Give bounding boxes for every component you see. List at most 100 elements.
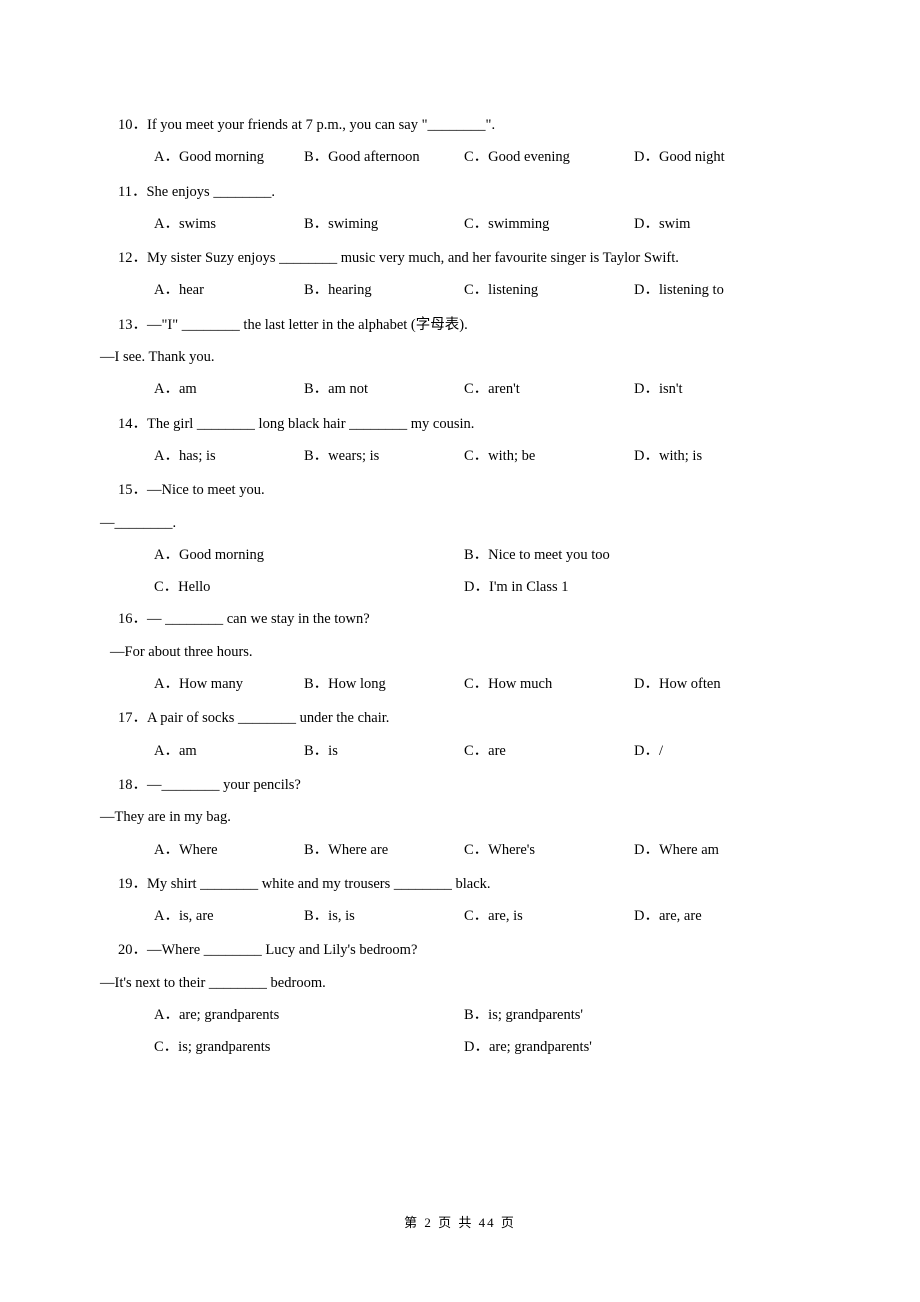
option-b-text: swiming — [328, 216, 378, 232]
question-stem: 14．The girl ________ long black hair ___… — [118, 414, 802, 434]
option-a: A．am — [154, 379, 304, 399]
option-d: D．isn't — [634, 379, 683, 399]
options-row1: A．Good morning B．Nice to meet you too — [118, 545, 802, 565]
option-c-text: are, is — [488, 908, 523, 924]
page-current: 2 — [424, 1215, 433, 1230]
question-15: 15．—Nice to meet you. —________. A．Good … — [118, 480, 802, 597]
option-d-text: Where am — [659, 842, 719, 858]
question-12: 12．My sister Suzy enjoys ________ music … — [118, 248, 802, 301]
option-c: C．are — [464, 741, 634, 761]
option-c: C．Good evening — [464, 147, 634, 167]
option-b: B．How long — [304, 674, 464, 694]
option-a: A．is, are — [154, 906, 304, 926]
options: A．swims B．swiming C．swimming D．swim — [118, 214, 802, 234]
q-text: If you meet your friends at 7 p.m., you … — [147, 117, 495, 133]
question-response: —For about three hours. — [110, 642, 802, 662]
option-d: D．/ — [634, 741, 663, 761]
option-d-text: swim — [659, 216, 690, 232]
option-b-text: Where are — [328, 842, 388, 858]
option-c: C．How much — [464, 674, 634, 694]
options: A．Where B．Where are C．Where's D．Where am — [118, 840, 802, 860]
option-d: D．Good night — [634, 147, 725, 167]
question-response: —I see. Thank you. — [100, 347, 802, 367]
option-d-text: How often — [659, 676, 721, 692]
option-c-text: with; be — [488, 448, 535, 464]
option-a: A．How many — [154, 674, 304, 694]
option-c: C．Hello — [154, 577, 464, 597]
question-stem: 13．—"I" ________ the last letter in the … — [118, 315, 802, 335]
question-19: 19．My shirt ________ white and my trouse… — [118, 874, 802, 927]
question-stem: 10．If you meet your friends at 7 p.m., y… — [118, 115, 802, 135]
q-text: —"I" ________ the last letter in the alp… — [147, 317, 468, 333]
option-d-text: with; is — [659, 448, 702, 464]
question-stem: 11．She enjoys ________. — [118, 182, 802, 202]
option-c: C．with; be — [464, 446, 634, 466]
question-stem: 20．—Where ________ Lucy and Lily's bedro… — [118, 940, 802, 960]
options: A．hear B．hearing C．listening D．listening… — [118, 280, 802, 300]
question-20: 20．—Where ________ Lucy and Lily's bedro… — [118, 940, 802, 1057]
option-c: C．are, is — [464, 906, 634, 926]
option-b-text: is — [328, 743, 338, 759]
option-b-text: am not — [328, 381, 368, 397]
option-b: B．Good afternoon — [304, 147, 464, 167]
options: A．am B．am not C．aren't D．isn't — [118, 379, 802, 399]
question-response: —________. — [100, 513, 802, 533]
option-a: A．Where — [154, 840, 304, 860]
option-c: C．listening — [464, 280, 634, 300]
option-a: A．hear — [154, 280, 304, 300]
option-c-text: swimming — [488, 216, 549, 232]
question-18: 18．—________ your pencils? —They are in … — [118, 775, 802, 860]
question-13: 13．—"I" ________ the last letter in the … — [118, 315, 802, 400]
option-d: D．swim — [634, 214, 690, 234]
option-d-text: Good night — [659, 149, 725, 165]
option-b: B．Where are — [304, 840, 464, 860]
q-text: A pair of socks ________ under the chair… — [147, 710, 389, 726]
option-d: D．Where am — [634, 840, 719, 860]
options-row2: C．is; grandparents D．are; grandparents' — [118, 1037, 802, 1057]
option-d: D．are, are — [634, 906, 702, 926]
question-response: —It's next to their ________ bedroom. — [100, 973, 802, 993]
q-num: 17 — [118, 710, 133, 726]
option-d-text: / — [659, 743, 663, 759]
option-b-text: wears; is — [328, 448, 379, 464]
question-11: 11．She enjoys ________. A．swims B．swimin… — [118, 182, 802, 235]
question-stem: 16．— ________ can we stay in the town? — [118, 609, 802, 629]
option-a-text: Good morning — [179, 149, 264, 165]
option-a: A．are; grandparents — [154, 1005, 464, 1025]
option-d-text: I'm in Class 1 — [489, 579, 569, 595]
options: A．is, are B．is, is C．are, is D．are, are — [118, 906, 802, 926]
question-stem: 17．A pair of socks ________ under the ch… — [118, 708, 802, 728]
option-b-text: is, is — [328, 908, 355, 924]
option-a-text: swims — [179, 216, 216, 232]
option-a: A．swims — [154, 214, 304, 234]
option-a: A．has; is — [154, 446, 304, 466]
page: 10．If you meet your friends at 7 p.m., y… — [0, 0, 920, 1302]
option-d: D．How often — [634, 674, 721, 694]
q-text: My shirt ________ white and my trousers … — [147, 876, 491, 892]
options: A．How many B．How long C．How much D．How o… — [118, 674, 802, 694]
option-b-text: is; grandparents' — [488, 1007, 583, 1023]
option-d-text: are, are — [659, 908, 702, 924]
question-10: 10．If you meet your friends at 7 p.m., y… — [118, 115, 802, 168]
page-total: 44 — [479, 1215, 496, 1230]
q-num: 15 — [118, 482, 133, 498]
question-14: 14．The girl ________ long black hair ___… — [118, 414, 802, 467]
option-c-text: Where's — [488, 842, 535, 858]
option-a-text: How many — [179, 676, 243, 692]
option-a-text: Good morning — [179, 547, 264, 563]
question-16: 16．— ________ can we stay in the town? —… — [118, 609, 802, 694]
option-b: B．wears; is — [304, 446, 464, 466]
options: A．Good morning B．Good afternoon C．Good e… — [118, 147, 802, 167]
option-a: A．Good morning — [154, 545, 464, 565]
option-c-text: are — [488, 743, 506, 759]
option-b-text: How long — [328, 676, 386, 692]
question-stem: 19．My shirt ________ white and my trouse… — [118, 874, 802, 894]
q-num: 13 — [118, 317, 133, 333]
option-c: C．aren't — [464, 379, 634, 399]
q-text: My sister Suzy enjoys ________ music ver… — [147, 250, 679, 266]
q-num: 10 — [118, 117, 133, 133]
q-text: —________ your pencils? — [147, 777, 301, 793]
question-17: 17．A pair of socks ________ under the ch… — [118, 708, 802, 761]
option-c-text: listening — [488, 282, 538, 298]
option-d-text: isn't — [659, 381, 683, 397]
